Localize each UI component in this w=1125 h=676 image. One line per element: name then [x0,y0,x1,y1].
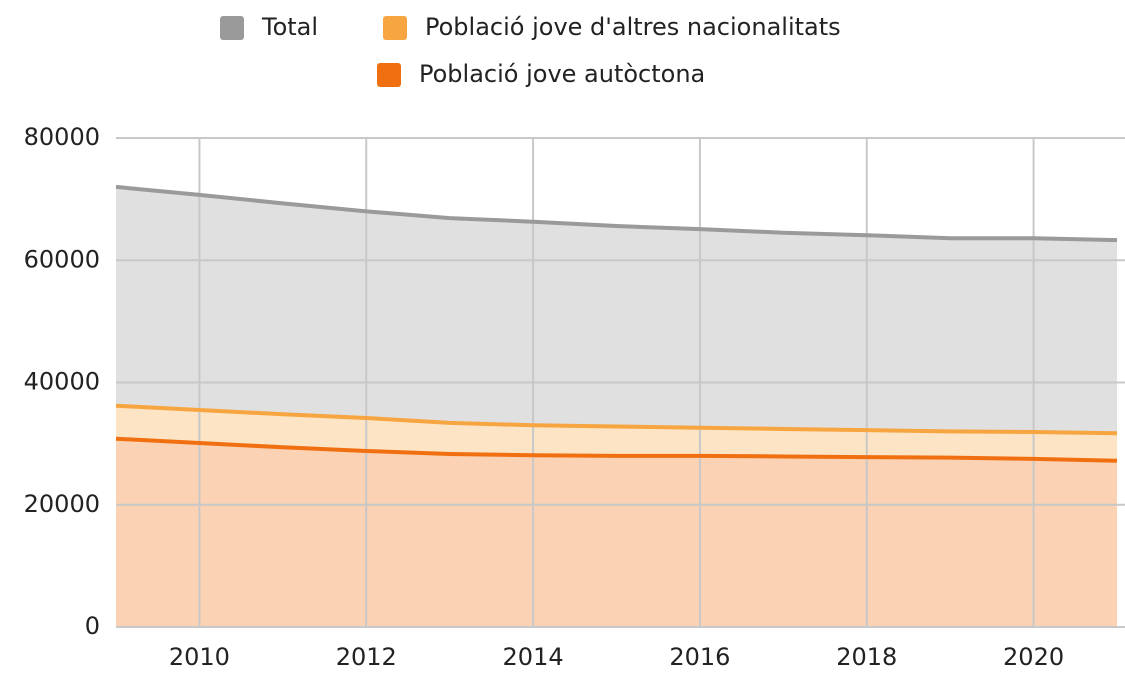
series-line [115,184,1118,243]
area-fill [116,438,1117,627]
legend-label: Població jove d'altres nacionalitats [425,13,841,41]
y-tick-label: 60000 [24,245,100,273]
legend-label: Població jove autòctona [419,60,705,88]
y-tick-label: 0 [85,612,100,640]
x-tick-label: 2018 [836,643,897,671]
x-tick-label: 2012 [336,643,397,671]
legend-swatch [220,16,244,40]
x-tick-label: 2020 [1003,643,1064,671]
legend-label: Total [261,13,318,41]
legend-swatch [383,16,407,40]
x-tick-label: 2014 [503,643,564,671]
x-tick-label: 2016 [669,643,730,671]
y-tick-label: 80000 [24,123,100,151]
x-tick-label: 2010 [169,643,230,671]
y-tick-label: 40000 [24,368,100,396]
series-line [115,403,1118,436]
series-line [115,436,1118,463]
y-tick-label: 20000 [24,490,100,518]
legend-swatch [377,63,401,87]
